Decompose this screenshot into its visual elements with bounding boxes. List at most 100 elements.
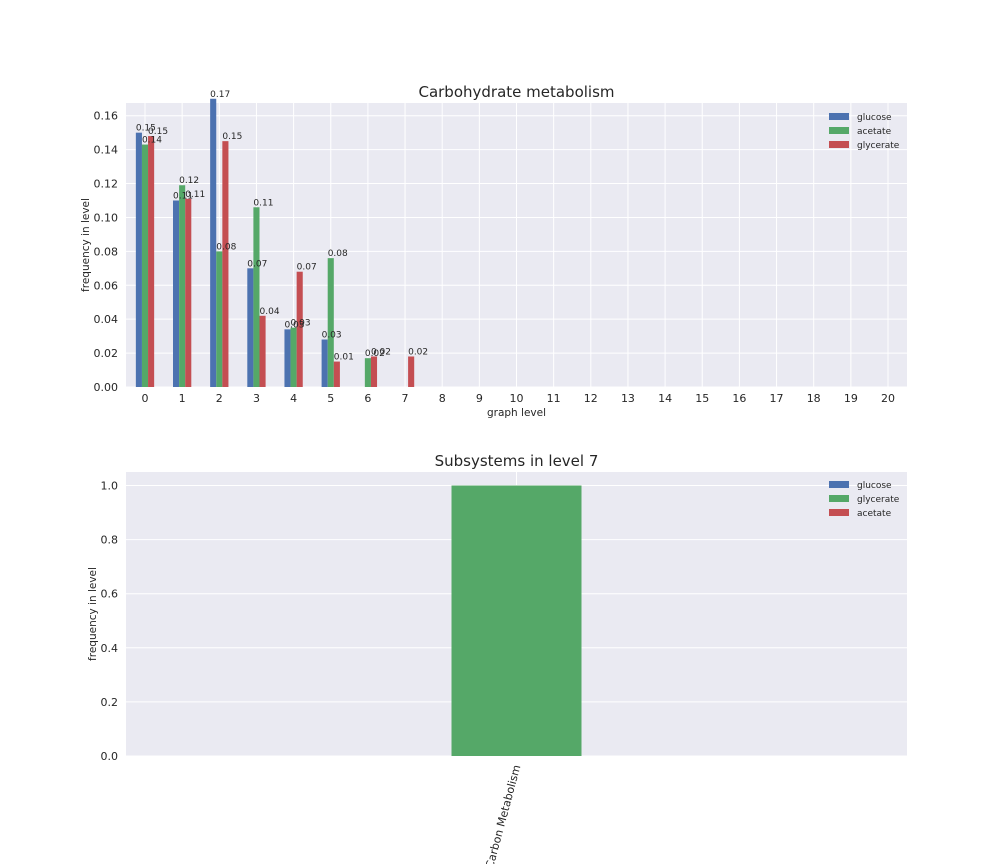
bar-acetate (364, 358, 371, 387)
legend-swatch-glucose (829, 113, 849, 120)
bar-value-label: 0.17 (210, 90, 230, 100)
x-tick-label: 6 (364, 392, 371, 405)
y-tick-labels: 0.0 0.2 0.4 0.6 0.8 1.0 (101, 480, 119, 763)
legend-label: glycerate (857, 141, 900, 151)
x-tick-label: 5 (327, 392, 334, 405)
legend: glucose acetate glycerate (829, 113, 900, 151)
bar-value-label: 0.11 (173, 191, 193, 201)
x-tick-label: 19 (844, 392, 858, 405)
bar-value-label: 0.02 (365, 349, 385, 359)
x-tick-label: 12 (584, 392, 598, 405)
bar-value-label: 0.01 (334, 353, 354, 363)
bar-glycerate (259, 315, 266, 387)
bar-value-label: 0.03 (322, 331, 342, 341)
bar-glycerate (408, 356, 415, 387)
bar-glucose (247, 268, 254, 387)
x-tick-label: 14 (658, 392, 672, 405)
bar-glycerate (370, 356, 378, 387)
x-tick-label: Carbon Metabolism (483, 763, 523, 864)
bar-value-label: 0.08 (328, 249, 348, 259)
bar-glycerate (296, 271, 303, 387)
legend-label: acetate (857, 127, 892, 137)
y-tick-label: 0.14 (94, 144, 119, 157)
bar-glucose (284, 329, 291, 387)
x-tick-label: 15 (695, 392, 709, 405)
bar-glycerate (222, 141, 229, 387)
bar-glycerate (451, 485, 582, 756)
legend-swatch-glucose (829, 481, 849, 488)
bar-value-label: 0.15 (148, 127, 168, 137)
x-tick-label: 1 (179, 392, 186, 405)
x-tick-labels: Carbon Metabolism (483, 763, 523, 864)
x-tick-label: 2 (216, 392, 223, 405)
y-tick-label: 0.10 (94, 211, 119, 224)
bar-glycerate (333, 361, 340, 387)
bar-value-labels: 0.150.110.170.070.030.030.140.120.080.11… (136, 90, 428, 363)
bar-value-label: 0.11 (185, 190, 205, 200)
y-tick-label: 0.06 (94, 279, 119, 292)
chart-subsystems-level-7: 0.0 0.2 0.4 0.6 0.8 1.0 Carbon Metabolism Sub… (87, 452, 907, 864)
legend-swatch-acetate (829, 127, 849, 134)
x-tick-label: 0 (142, 392, 149, 405)
bar-value-label: 0.07 (297, 263, 317, 273)
bar-acetate (290, 327, 297, 387)
bar-acetate (253, 207, 260, 387)
legend-label: glucose (857, 481, 892, 491)
legend-swatch-glycerate (829, 495, 849, 502)
bar-value-label: 0.12 (179, 176, 199, 186)
bar-glucose (321, 339, 328, 387)
legend-swatch-glycerate (829, 141, 849, 148)
bar-acetate (141, 144, 149, 387)
bar-value-label: 0.11 (253, 198, 273, 208)
chart-title: Subsystems in level 7 (435, 452, 599, 470)
bar-acetate (327, 258, 334, 387)
bar-value-label: 0.08 (216, 242, 236, 252)
bar-glucose (173, 200, 180, 387)
y-tick-label: 0.04 (94, 313, 119, 326)
y-tick-label: 0.0 (101, 750, 119, 763)
x-tick-label: 11 (547, 392, 561, 405)
x-axis-label: graph level (487, 407, 546, 419)
bar-value-label: 0.03 (284, 320, 304, 330)
bar-value-label: 0.15 (136, 124, 156, 134)
bar-value-label: 0.14 (142, 136, 162, 146)
bar-glycerate (185, 198, 192, 387)
bar-glycerate (148, 136, 155, 387)
bar-value-label: 0.04 (260, 307, 280, 317)
bars (135, 98, 415, 387)
y-axis-label: frequency in level (80, 198, 92, 292)
y-tick-labels: 0.00 0.02 0.04 0.06 0.08 0.10 0.12 0.14 0.16 (94, 110, 119, 394)
legend: glucose glycerate acetate (829, 481, 900, 519)
bar-glucose (210, 98, 217, 387)
x-tick-label: 3 (253, 392, 260, 405)
bar-value-label: 0.07 (247, 259, 267, 269)
y-tick-label: 0.16 (94, 110, 119, 123)
legend-label: glycerate (857, 495, 900, 505)
x-tick-label: 10 (510, 392, 524, 405)
y-tick-label: 0.08 (94, 245, 119, 258)
x-tick-label: 17 (770, 392, 784, 405)
bars (451, 485, 582, 756)
y-tick-label: 0.6 (101, 588, 119, 601)
y-tick-label: 0.2 (101, 696, 119, 709)
y-tick-label: 0.02 (94, 347, 119, 360)
y-tick-label: 0.12 (94, 178, 119, 191)
y-tick-label: 0.8 (101, 534, 119, 547)
bar-value-label: 0.03 (291, 319, 311, 329)
x-tick-label: 7 (402, 392, 409, 405)
bar-value-label: 0.02 (371, 347, 391, 357)
legend-label: glucose (857, 113, 892, 123)
legend-swatch-acetate (829, 509, 849, 516)
bar-value-label: 0.15 (222, 132, 242, 142)
x-tick-label: 20 (881, 392, 895, 405)
bar-acetate (216, 251, 223, 387)
bar-glucose (135, 132, 142, 387)
x-tick-label: 9 (476, 392, 483, 405)
chart-title: Carbohydrate metabolism (418, 83, 614, 101)
chart-carbohydrate-metabolism: 0.150.110.170.070.030.030.140.120.080.11… (80, 83, 907, 419)
y-axis-label: frequency in level (87, 567, 99, 661)
x-tick-label: 16 (732, 392, 746, 405)
bar-value-label: 0.02 (408, 347, 428, 357)
y-tick-label: 0.4 (101, 642, 119, 655)
